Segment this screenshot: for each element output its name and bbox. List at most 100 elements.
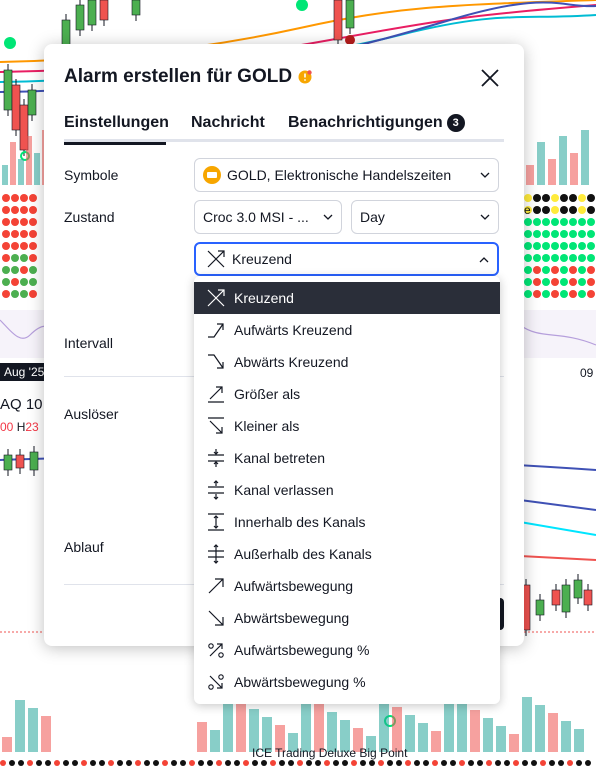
- signal-dot: [2, 230, 10, 238]
- ohlc-prefix: 00: [0, 420, 14, 434]
- ohlc-h-label: H: [16, 420, 26, 434]
- menu-item-outside-channel[interactable]: Außerhalb des Kanals: [194, 538, 500, 570]
- menu-item-crossing-up[interactable]: Aufwärts Kreuzend: [194, 314, 500, 346]
- signal-dot: [333, 760, 339, 766]
- candle-body: [573, 579, 583, 599]
- menu-item-crossing-down[interactable]: Abwärts Kreuzend: [194, 346, 500, 378]
- menu-item-moving-up[interactable]: Aufwärtsbewegung: [194, 570, 500, 602]
- tab-message[interactable]: Nachricht: [191, 114, 265, 131]
- signal-dot: [533, 206, 541, 214]
- signal-dot: [20, 266, 28, 274]
- signal-dot: [296, 0, 308, 11]
- greater-than-icon: [208, 386, 224, 403]
- edge-letter: e: [524, 203, 531, 217]
- signal-dot: [468, 760, 474, 766]
- signal-dot: [20, 230, 28, 238]
- signal-dot: [324, 760, 330, 766]
- signal-dot: [2, 194, 10, 202]
- menu-item-less-than[interactable]: Kleiner als: [194, 410, 500, 442]
- signal-dot: [587, 206, 595, 214]
- candle-body: [3, 69, 13, 111]
- signal-dot: [560, 266, 568, 274]
- symbol-select[interactable]: GOLD, Elektronische Handelszeiten: [194, 158, 499, 192]
- crossing-down-icon: [208, 354, 224, 369]
- signal-dot: [551, 290, 559, 298]
- signal-dot: [542, 194, 550, 202]
- volume-bar: [470, 710, 480, 752]
- close-icon[interactable]: [478, 66, 502, 90]
- signal-dot: [351, 760, 357, 766]
- signal-dot: [387, 760, 393, 766]
- signal-dot: [63, 760, 69, 766]
- menu-item-moving-down-percent[interactable]: Abwärtsbewegung %: [194, 666, 500, 698]
- crossing-icon: [207, 289, 225, 307]
- signal-dot: [135, 760, 141, 766]
- candle-body: [99, 0, 109, 21]
- signal-dot: [0, 760, 6, 766]
- menu-item-moving-up-percent[interactable]: Aufwärtsbewegung %: [194, 634, 500, 666]
- volume-bar: [537, 142, 545, 185]
- signal-dot: [29, 230, 37, 238]
- tab-notifications-label: Benachrichtigungen: [288, 114, 443, 131]
- volume-bar: [561, 721, 571, 752]
- time-axis-label: Aug '25: [0, 363, 49, 381]
- volume-bar: [570, 153, 578, 185]
- menu-item-label: Innerhalb des Kanals: [234, 514, 366, 530]
- menu-item-crossing[interactable]: Kreuzend: [194, 282, 500, 314]
- moving-average-line: [519, 555, 596, 561]
- volume-bar: [379, 699, 389, 752]
- menu-item-label: Größer als: [234, 386, 301, 402]
- signal-dot: [369, 760, 375, 766]
- signal-dot: [578, 206, 586, 214]
- volume-bar: [301, 696, 311, 752]
- signal-dot: [11, 290, 19, 298]
- signal-dot: [11, 278, 19, 286]
- volume-bar: [2, 737, 12, 752]
- signal-dot: [2, 290, 10, 298]
- signal-dot: [533, 290, 541, 298]
- menu-item-moving-down[interactable]: Abwärtsbewegung: [194, 602, 500, 634]
- volume-bar: [288, 733, 298, 752]
- signal-dot: [288, 760, 294, 766]
- signal-dot: [560, 290, 568, 298]
- operator-select[interactable]: Kreuzend: [194, 242, 499, 276]
- candle-body: [75, 4, 85, 31]
- menu-item-inside-channel[interactable]: Innerhalb des Kanals: [194, 506, 500, 538]
- menu-item-greater-than[interactable]: Größer als: [194, 378, 500, 410]
- signal-dot: [29, 254, 37, 262]
- signal-dot: [533, 230, 541, 238]
- signal-dot: [11, 254, 19, 262]
- menu-item-channel-enter[interactable]: Kanal betreten: [194, 442, 500, 474]
- volume-bar: [548, 713, 558, 752]
- signal-dot: [20, 206, 28, 214]
- tab-settings[interactable]: Einstellungen: [64, 114, 169, 145]
- signal-dot: [524, 278, 532, 286]
- tab-notifications[interactable]: Benachrichtigungen 3: [288, 114, 465, 142]
- menu-item-label: Abwärtsbewegung: [234, 610, 350, 626]
- volume-bar: [574, 729, 584, 752]
- operator-value: Kreuzend: [232, 251, 292, 267]
- signal-dot: [315, 760, 321, 766]
- indicator-select[interactable]: Croc 3.0 MSI - ...: [194, 200, 342, 234]
- dialog-title: Alarm erstellen für GOLD: [64, 66, 312, 88]
- signal-dot: [11, 266, 19, 274]
- timeframe-select[interactable]: Day: [351, 200, 499, 234]
- signal-dot: [551, 230, 559, 238]
- signal-dot: [20, 242, 28, 250]
- volume-bar: [526, 165, 534, 185]
- menu-item-channel-exit[interactable]: Kanal verlassen: [194, 474, 500, 506]
- signal-dot: [560, 278, 568, 286]
- signal-dot: [11, 242, 19, 250]
- signal-dot: [578, 218, 586, 226]
- signal-dot: [225, 760, 231, 766]
- signal-dot: [378, 760, 384, 766]
- signal-dot: [533, 278, 541, 286]
- signal-dot: [2, 266, 10, 274]
- moving-down-icon: [208, 610, 224, 626]
- volume-bar: [353, 728, 363, 752]
- signal-dot: [587, 230, 595, 238]
- signal-dot: [29, 290, 37, 298]
- signal-dot: [2, 278, 10, 286]
- signal-dot: [587, 278, 595, 286]
- signal-dot: [29, 194, 37, 202]
